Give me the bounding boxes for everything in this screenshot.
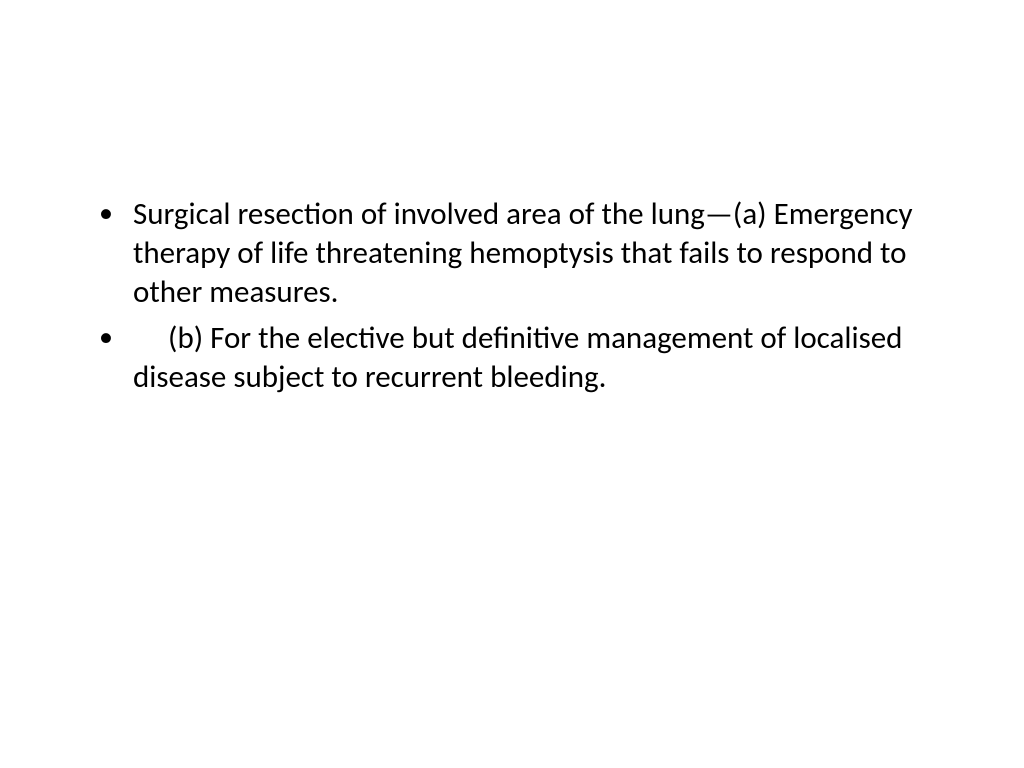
bullet-list: Surgical resection of involved area of t… [85, 195, 939, 397]
list-item: Surgical resection of involved area of t… [85, 195, 939, 311]
bullet-text: (b) For the elective but definitive mana… [133, 319, 902, 396]
slide-content: Surgical resection of involved area of t… [0, 0, 1024, 768]
bullet-text: Surgical resection of involved area of t… [133, 195, 912, 311]
list-item: (b) For the elective but definitive mana… [85, 319, 939, 397]
